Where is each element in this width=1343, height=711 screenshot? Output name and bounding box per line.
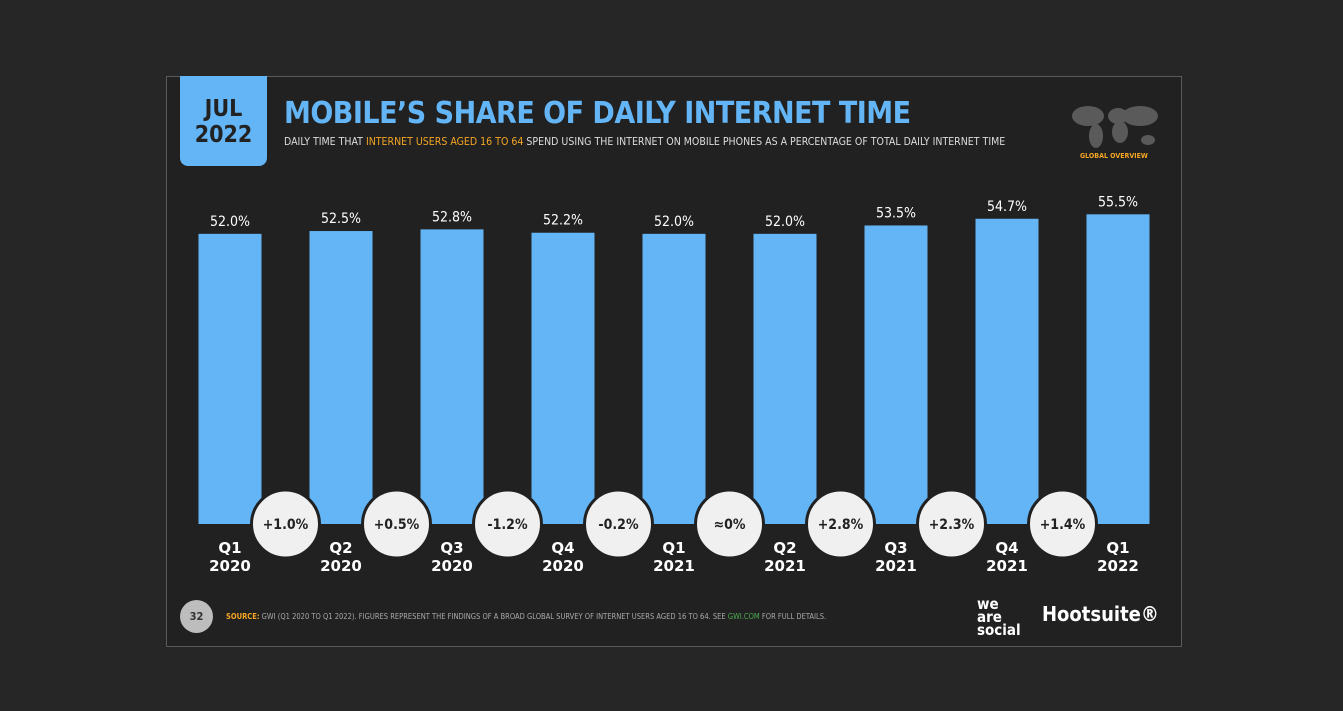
change-label: +1.4% xyxy=(1040,517,1086,533)
change-circle xyxy=(1027,488,1098,560)
bar xyxy=(864,225,928,524)
change-label: +2.3% xyxy=(929,517,975,533)
x-tick-label: Q3 xyxy=(884,539,907,557)
bar xyxy=(420,229,484,524)
hootsuite-logo: Hootsuite® xyxy=(1042,602,1159,626)
page-number: 32 xyxy=(180,600,213,633)
source-link[interactable]: GWI.COM xyxy=(727,612,760,621)
change-label: +2.8% xyxy=(818,517,864,533)
x-tick-label: Q4 xyxy=(551,539,574,557)
date-month: JUL xyxy=(204,96,243,122)
date-year: 2022 xyxy=(194,122,253,148)
x-tick-label: Q2 xyxy=(773,539,796,557)
value-label: 53.5% xyxy=(876,205,916,221)
x-tick-label: Q1 xyxy=(1106,539,1129,557)
x-tick-label: Q1 xyxy=(218,539,241,557)
change-circle xyxy=(694,488,765,560)
we-are-social-logo: we are social xyxy=(977,595,1021,639)
x-tick-label: 2021 xyxy=(986,557,1028,575)
change-circle xyxy=(805,488,876,560)
change-label: -1.2% xyxy=(487,517,528,533)
x-tick-label: 2020 xyxy=(542,557,584,575)
change-circle xyxy=(250,488,321,560)
value-label: 52.8% xyxy=(432,209,472,225)
value-label: 52.2% xyxy=(543,213,583,229)
x-tick-label: 2020 xyxy=(320,557,362,575)
x-tick-label: 2020 xyxy=(209,557,251,575)
change-circle xyxy=(583,488,654,560)
change-circle xyxy=(361,488,432,560)
subtitle: DAILY TIME THAT INTERNET USERS AGED 16 T… xyxy=(284,136,1006,148)
page-title: MOBILE’S SHARE OF DAILY INTERNET TIME xyxy=(284,96,911,131)
source-note: SOURCE: GWI (Q1 2020 TO Q1 2022). FIGURE… xyxy=(226,612,827,621)
bar xyxy=(753,233,817,524)
bar xyxy=(1086,214,1150,524)
value-label: 52.0% xyxy=(210,214,250,230)
change-label: +0.5% xyxy=(374,517,420,533)
x-tick-label: Q3 xyxy=(440,539,463,557)
value-label: 52.0% xyxy=(654,214,694,230)
date-badge: JUL 2022 xyxy=(180,76,267,166)
x-tick-label: Q2 xyxy=(329,539,352,557)
value-label: 54.7% xyxy=(987,199,1027,215)
value-label: 52.0% xyxy=(765,214,805,230)
x-tick-label: Q4 xyxy=(995,539,1018,557)
x-tick-label: 2021 xyxy=(875,557,917,575)
value-label: 52.5% xyxy=(321,211,361,227)
change-circle xyxy=(472,488,543,560)
x-tick-label: 2021 xyxy=(653,557,695,575)
bar xyxy=(975,218,1039,525)
global-overview-label: GLOBAL OVERVIEW xyxy=(1080,152,1148,160)
value-label: 55.5% xyxy=(1098,194,1138,210)
bar xyxy=(531,232,595,524)
change-label: -0.2% xyxy=(598,517,639,533)
change-label: +1.0% xyxy=(263,517,309,533)
world-map-icon xyxy=(1072,106,1158,148)
bar xyxy=(198,233,262,524)
change-label: ≈0% xyxy=(714,517,746,533)
x-tick-label: 2020 xyxy=(431,557,473,575)
x-tick-label: Q1 xyxy=(662,539,685,557)
x-tick-label: 2021 xyxy=(764,557,806,575)
x-tick-label: 2022 xyxy=(1097,557,1139,575)
bar xyxy=(642,233,706,524)
change-circle xyxy=(916,488,987,560)
bar xyxy=(309,231,373,525)
